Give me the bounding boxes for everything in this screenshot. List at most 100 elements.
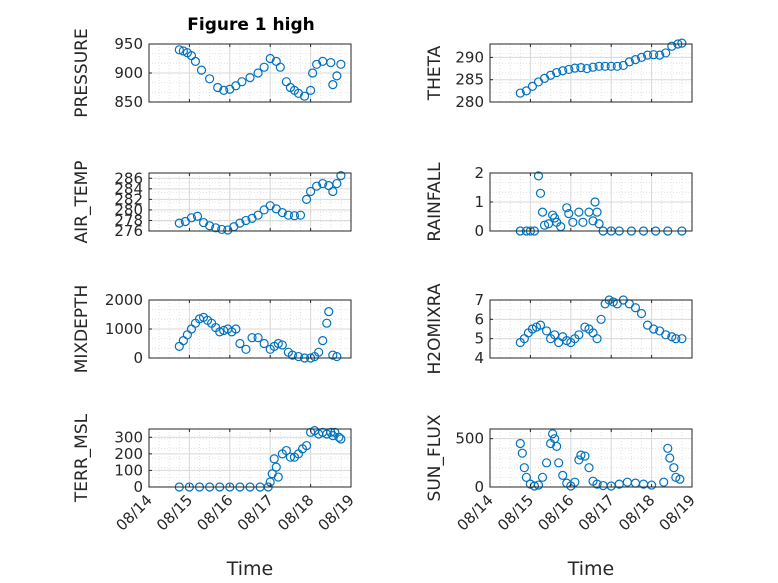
data-point: [174, 218, 184, 228]
data-point: [576, 63, 586, 73]
axes-box: [489, 43, 693, 103]
data-point: [211, 223, 221, 233]
data-point: [273, 338, 283, 349]
x-tick-label: 08/17: [234, 491, 277, 534]
data-point: [558, 66, 568, 76]
data-point: [314, 347, 324, 357]
subplot-h2omixra: 45 67 H2OMIXRA: [425, 283, 693, 375]
data-point: [515, 88, 525, 98]
data-point: [570, 477, 580, 487]
data-point: [336, 171, 346, 181]
data-point: [677, 334, 687, 344]
y-tick-label: 290: [455, 48, 484, 66]
data-point: [271, 462, 281, 472]
x-tick-label: 08/14: [113, 491, 156, 534]
subplot-rainfall: 0 1 2 RAINFALL: [425, 162, 693, 242]
data-point: [287, 350, 298, 360]
data-point: [663, 443, 673, 453]
data-point: [519, 463, 529, 473]
data-point: [665, 453, 675, 463]
subplot-pressure: 850 900 950 PRESSURE: [72, 28, 352, 118]
y-tick-label: 7: [474, 291, 484, 309]
y-tick-label: 850: [114, 93, 143, 111]
data-point: [259, 62, 269, 72]
data-point: [295, 210, 306, 220]
data-point: [588, 62, 598, 72]
data-point: [669, 463, 679, 473]
data-point: [186, 213, 197, 223]
x-tick-label: 08/19: [315, 491, 358, 534]
data-point: [576, 450, 586, 460]
data-point: [275, 62, 285, 72]
data-point: [533, 171, 544, 181]
data-point: [636, 308, 647, 319]
data-point: [285, 452, 295, 462]
data-point: [558, 470, 568, 480]
figure-title: Figure 1 high: [187, 15, 315, 35]
data-point: [606, 61, 616, 71]
data-point: [259, 338, 269, 349]
data-point: [241, 215, 251, 226]
data-point: [231, 324, 241, 334]
data-point: [649, 50, 659, 60]
data-point: [659, 477, 669, 487]
data-point: [574, 207, 584, 217]
data-point: [318, 336, 328, 346]
x-axis-label: Time: [226, 558, 274, 580]
x-tick-label: 08/19: [656, 491, 699, 534]
data-point: [332, 351, 342, 362]
data-point: [281, 77, 291, 87]
data-point: [568, 217, 578, 227]
data-point: [178, 336, 188, 346]
data-point: [564, 209, 574, 219]
data-point: [332, 178, 342, 189]
data-point: [642, 50, 653, 60]
data-point: [213, 82, 223, 93]
y-tick-label: 1000: [105, 320, 143, 338]
y-tick-label: 0: [133, 349, 143, 367]
data-point: [237, 77, 247, 87]
data-point: [646, 480, 657, 490]
y-tick-label: 280: [114, 201, 143, 219]
data-point: [205, 221, 215, 231]
data-point: [174, 45, 184, 55]
data-point: [580, 451, 590, 461]
data-point: [334, 432, 344, 442]
y-tick-label: 282: [114, 190, 143, 208]
data-point: [521, 472, 531, 482]
data-point: [622, 477, 632, 487]
data-point: [515, 438, 525, 449]
y-tick-label: 4: [474, 349, 484, 367]
data-point: [336, 59, 346, 69]
data-point: [328, 186, 338, 197]
data-point: [552, 67, 562, 78]
data-point: [630, 55, 641, 65]
y-axis-label: AIR_TEMP: [72, 161, 92, 244]
data-point: [671, 334, 681, 344]
data-point: [517, 448, 527, 458]
data-point: [289, 211, 300, 221]
y-tick-label: 0: [133, 478, 143, 496]
data-point: [328, 350, 338, 360]
data-point: [600, 61, 610, 71]
data-point: [245, 73, 255, 83]
y-tick-label: 5: [474, 330, 484, 348]
y-tick-label: 278: [114, 211, 143, 229]
x-tick-label: 08/15: [153, 491, 196, 534]
data-point: [217, 224, 227, 235]
data-point: [281, 445, 291, 456]
data-point: [192, 211, 203, 221]
subplot-mixdepth: 0 1000 2000 MIXDEPTH: [72, 285, 352, 373]
data-point: [253, 210, 263, 220]
y-axis-label: SUN_FLUX: [425, 414, 445, 501]
data-point: [630, 478, 641, 488]
y-tick-label: 280: [455, 93, 484, 111]
data-point: [336, 434, 346, 444]
data-point: [527, 81, 538, 91]
x-tick-label: 08/18: [615, 491, 658, 534]
data-point: [552, 441, 562, 451]
data-point: [545, 70, 556, 80]
